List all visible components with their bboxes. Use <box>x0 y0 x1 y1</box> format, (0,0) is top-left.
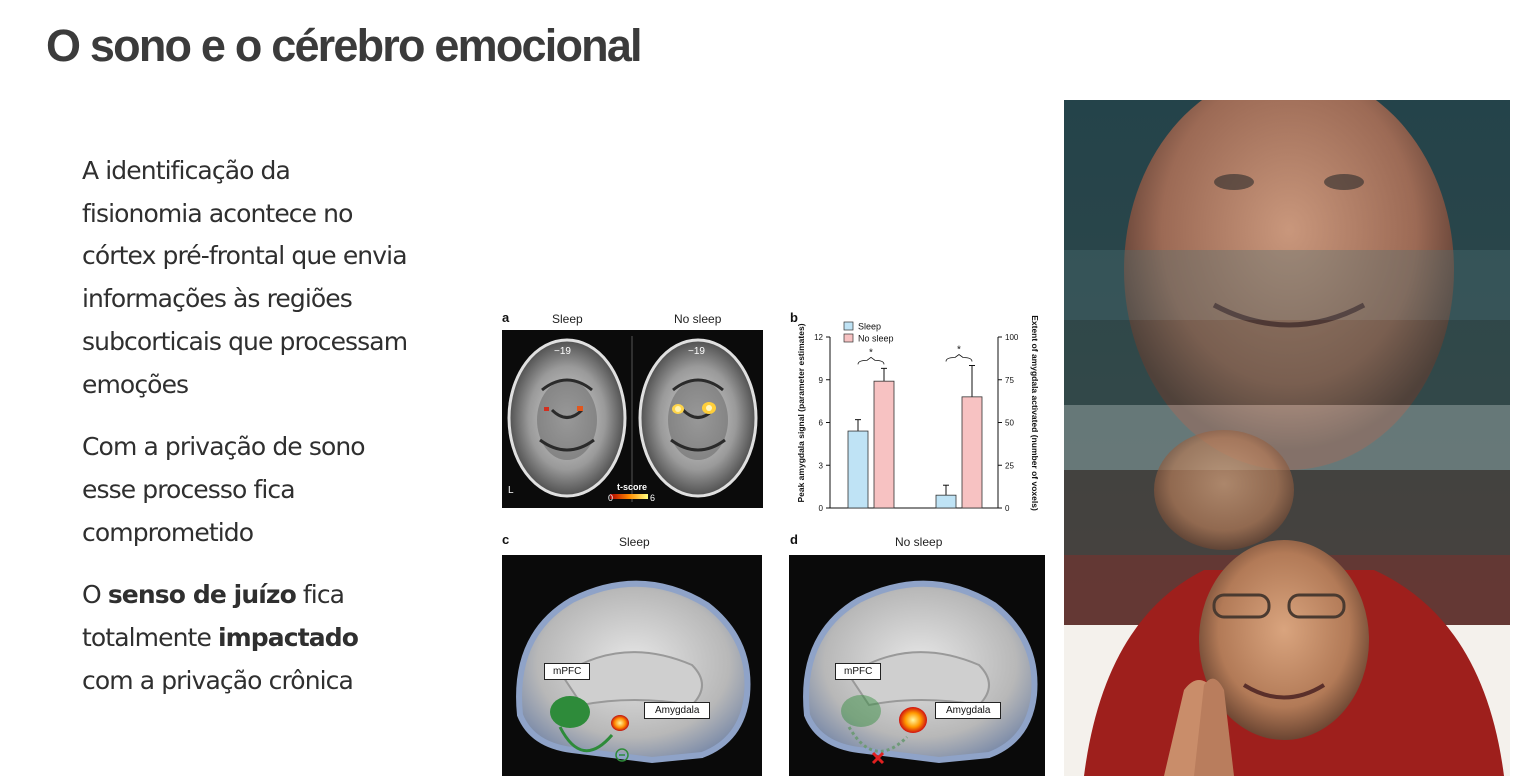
amygdala-box-nosleep: Amygdala <box>935 702 1002 719</box>
panel-b-label: b <box>790 310 798 325</box>
panel-a-nosleep-title: No sleep <box>674 312 722 326</box>
chart-tick-label-right: 50 <box>1005 419 1014 428</box>
t-score-title: t-score <box>617 482 648 492</box>
brain-sagittal-nosleep: mPFC Amygdala <box>789 555 1045 776</box>
bullet-bold-senso: senso de juízo <box>107 580 297 610</box>
panel-c-title: Sleep <box>619 535 650 549</box>
bullet-text-mid: fica totalmente <box>82 580 345 653</box>
chart-legend-label: Sleep <box>858 322 881 332</box>
brain-sagittal-sleep-image <box>516 580 751 764</box>
chart-bar <box>873 380 895 509</box>
chart-legend-label: No sleep <box>858 334 894 344</box>
chart-significance-label: * <box>869 347 873 358</box>
bullet-list: A identificação da fisionomia acontece n… <box>82 150 412 722</box>
chart-tick-label-left: 0 <box>819 504 824 513</box>
bullet-bold-impactado: impactado <box>217 623 359 653</box>
t-score-max: 6 <box>650 493 656 503</box>
brain-sagittal-nosleep-image <box>803 580 1038 765</box>
chart-tick-label-right: 75 <box>1005 376 1014 385</box>
chart-bar <box>961 396 983 509</box>
panel-d-label: d <box>790 532 798 547</box>
mpfc-box-nosleep: mPFC <box>835 663 882 680</box>
slice-number-left: −19 <box>554 346 571 357</box>
chart-tick-label-right: 0 <box>1005 504 1010 513</box>
slice-number-right: −19 <box>688 346 705 357</box>
t-score-min: 0 <box>608 493 614 503</box>
side-label: L <box>508 485 514 496</box>
brain-sagittal-sleep: mPFC Amygdala <box>502 555 762 776</box>
panel-c-label: c <box>502 532 510 547</box>
chart-tick-label-left: 9 <box>819 376 824 385</box>
chart-legend-swatch <box>843 333 854 343</box>
face-blend-image <box>1064 100 1510 776</box>
chart-significance-bracket <box>945 354 973 362</box>
chart-tick-label-right: 100 <box>1005 333 1019 342</box>
bullet-item-1: A identificação da fisionomia acontece n… <box>82 156 408 399</box>
bullet-item-2: Com a privação de sono esse processo fic… <box>82 432 366 547</box>
chart-tick-label-right: 25 <box>1005 461 1014 470</box>
panel-a-sleep-title: Sleep <box>552 312 583 326</box>
chart-legend-swatch <box>843 321 854 331</box>
bullet-text-post: com a privação crônica <box>82 665 354 695</box>
chart-bar <box>935 494 957 509</box>
mpfc-box: mPFC <box>544 663 591 680</box>
chart-tick-label-left: 6 <box>819 419 824 428</box>
chart-bar <box>847 430 869 509</box>
slide-title: O sono e o cérebro emocional <box>46 20 643 71</box>
chart-tick-label-left: 3 <box>819 461 824 470</box>
chart-significance-label: * <box>957 345 961 356</box>
chart-ylabel-right: Extent of amygdala activated (number of … <box>1030 315 1040 511</box>
panel-d-title: No sleep <box>895 535 943 549</box>
panel-a-label: a <box>502 310 510 325</box>
bullet-item-3: O senso de juízo fica totalmente impacta… <box>82 574 412 702</box>
chart-tick-label-left: 12 <box>814 333 823 342</box>
chart-ylabel-left: Peak amygdala signal (parameter estimate… <box>796 323 806 502</box>
brain-axial-scans: −19 −19 L t-score 0 6 <box>502 330 763 508</box>
amygdala-box: Amygdala <box>644 702 711 719</box>
bullet-text-pre: O <box>82 580 108 610</box>
chart-significance-bracket <box>857 356 885 365</box>
face-blend-photo <box>1064 100 1510 776</box>
brain-axial-image <box>507 336 758 502</box>
amygdala-bar-chart: Peak amygdala signal (parameter estimate… <box>796 315 1040 513</box>
